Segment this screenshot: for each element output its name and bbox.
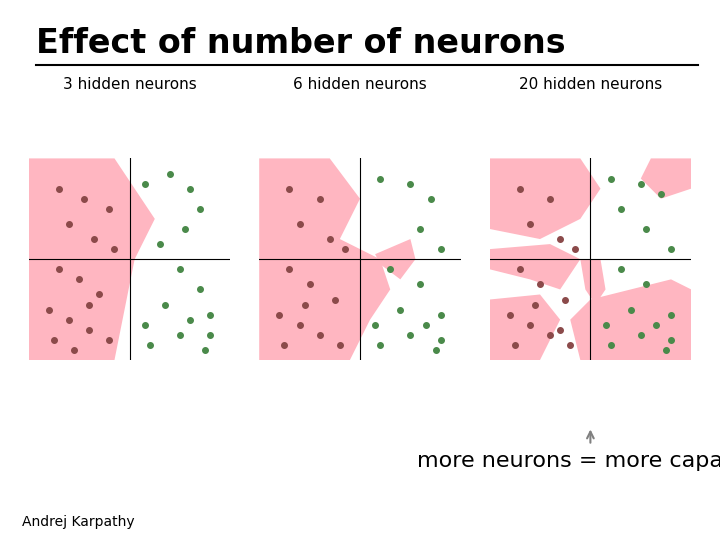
- Polygon shape: [570, 279, 691, 360]
- Polygon shape: [490, 244, 580, 289]
- Polygon shape: [490, 294, 560, 360]
- Polygon shape: [580, 259, 606, 305]
- Text: more neurons = more capacity: more neurons = more capacity: [417, 451, 720, 471]
- Polygon shape: [259, 158, 390, 360]
- Text: Andrej Karpathy: Andrej Karpathy: [22, 515, 134, 529]
- Polygon shape: [29, 158, 155, 360]
- Text: 3 hidden neurons: 3 hidden neurons: [63, 77, 197, 92]
- Polygon shape: [375, 239, 415, 279]
- Text: 6 hidden neurons: 6 hidden neurons: [293, 77, 427, 92]
- Polygon shape: [490, 158, 600, 239]
- Text: Effect of number of neurons: Effect of number of neurons: [36, 27, 566, 60]
- Text: 20 hidden neurons: 20 hidden neurons: [519, 77, 662, 92]
- Polygon shape: [641, 158, 691, 199]
